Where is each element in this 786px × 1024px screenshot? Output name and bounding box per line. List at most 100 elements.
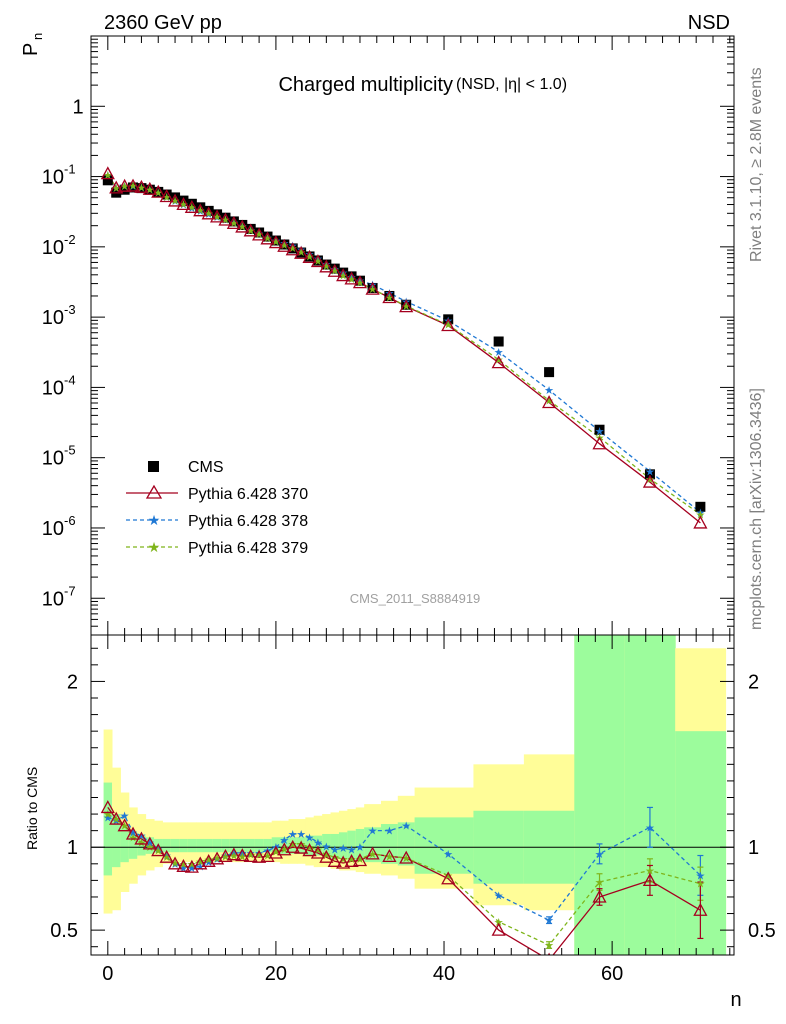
ratio-370-point xyxy=(491,922,506,936)
ratio-379-point: ★ xyxy=(237,851,247,863)
ratio-370-point xyxy=(218,848,233,862)
series-378-point: ★ xyxy=(330,264,340,276)
ratio-379-point: ★ xyxy=(494,917,504,929)
analysis-label: CMS_2011_S8884919 xyxy=(350,591,481,606)
series-379-point: ★ xyxy=(355,278,365,290)
ratio-378-point: ★ xyxy=(103,812,113,824)
ratio-370-point xyxy=(209,851,225,865)
cms-point xyxy=(321,259,332,270)
ratio-379-point: ★ xyxy=(263,851,273,863)
y-axis-title-main: P xyxy=(20,43,42,56)
ratio-370-point xyxy=(226,847,241,861)
ratio-378-point: ★ xyxy=(111,816,121,828)
ratio-378-point: ★ xyxy=(443,849,453,861)
ratio-379-point: ★ xyxy=(136,837,146,849)
chart-title: Charged multiplicity xyxy=(278,74,453,96)
ratio-370-point xyxy=(336,855,351,869)
ratio-378-point: ★ xyxy=(384,826,394,838)
series-370-point xyxy=(142,181,157,195)
series-378-point: ★ xyxy=(187,203,197,215)
ratio-370-point xyxy=(243,848,258,862)
series-378-point: ★ xyxy=(443,316,453,328)
cms-point xyxy=(644,469,655,480)
legend-379-label: Pythia 6.428 379 xyxy=(188,540,308,557)
chart-title-subtitle: (NSD, |η| < 1.0) xyxy=(456,76,567,93)
series-370-point xyxy=(382,290,397,304)
cms-point xyxy=(367,282,378,293)
ratio-370-point xyxy=(344,853,359,867)
cms-point xyxy=(161,189,172,200)
cms-point xyxy=(354,275,365,286)
ratio-378-point: ★ xyxy=(330,845,340,857)
series-379-point: ★ xyxy=(145,185,155,197)
series-370-point xyxy=(642,474,658,488)
cms-point xyxy=(212,209,223,220)
main-panel: 10 -710 -610 -510 -410 -310 -210 -11 ★★★★★★★★★★… xyxy=(42,35,735,636)
x-tick-labels: 0 20 40 60 xyxy=(102,963,623,985)
ratio-379-point: ★ xyxy=(187,859,197,871)
ratio-378-point: ★ xyxy=(288,829,298,841)
series-379-point: ★ xyxy=(296,247,306,259)
series-378-point: ★ xyxy=(695,508,705,520)
main-y-tick-exponent: -7 xyxy=(64,583,76,598)
ratio-379-point: ★ xyxy=(221,851,231,863)
ratio-band-inner xyxy=(128,832,138,859)
cms-point xyxy=(186,198,197,209)
ratio-band-inner xyxy=(322,833,332,858)
ratio-370-point xyxy=(294,840,309,854)
series-378-point: ★ xyxy=(221,215,231,227)
series-378-point: ★ xyxy=(120,181,130,193)
ratio-379-point: ★ xyxy=(544,940,554,952)
ratio-y-tick-label-left: 2 xyxy=(67,671,78,693)
ratio-378-point: ★ xyxy=(544,915,554,927)
series-378-point: ★ xyxy=(321,259,331,271)
series-370-point xyxy=(352,275,368,289)
main-y-tick-exponent: -5 xyxy=(64,443,76,458)
series-370-point xyxy=(399,299,414,313)
series-378-point: ★ xyxy=(136,182,146,194)
series-379-point: ★ xyxy=(170,196,180,208)
ratio-band-inner xyxy=(221,838,231,853)
series-370-point xyxy=(184,199,199,213)
cms-point xyxy=(254,227,265,238)
series-379-point: ★ xyxy=(237,222,247,234)
ratio-378-point: ★ xyxy=(595,849,605,861)
series-378-point: ★ xyxy=(279,238,289,250)
ratio-378-point: ★ xyxy=(296,829,306,841)
ratio-370-point xyxy=(201,853,216,867)
ratio-band-inner xyxy=(254,838,264,853)
series-379-point: ★ xyxy=(288,243,298,255)
series-370-point xyxy=(441,318,456,332)
series-379-point: ★ xyxy=(313,256,323,268)
ratio-band-inner xyxy=(338,832,348,859)
ratio-band-inner xyxy=(204,838,214,853)
series-379-point: ★ xyxy=(544,396,554,408)
ratio-378-point: ★ xyxy=(128,827,138,839)
series-370-point xyxy=(117,178,132,192)
ratio-379-point: ★ xyxy=(195,856,205,868)
x-tick-label: 20 xyxy=(265,963,287,985)
ratio-378-point: ★ xyxy=(338,843,348,855)
series-378-point: ★ xyxy=(246,225,256,237)
ratio-band-inner xyxy=(238,838,247,853)
series-370-point xyxy=(302,249,317,263)
main-y-tick-label: 1 xyxy=(72,96,83,118)
series-378-point: ★ xyxy=(401,296,411,308)
series-378-point: ★ xyxy=(313,254,323,266)
ratio-band-inner xyxy=(162,838,172,853)
main-y-tick-exponent: -6 xyxy=(64,513,76,528)
ratio-379-point: ★ xyxy=(145,842,155,854)
series-370-point xyxy=(693,515,708,529)
series-379-point: ★ xyxy=(338,271,348,283)
ratio-band-inner xyxy=(330,833,340,859)
ratio-band-inner xyxy=(397,822,416,866)
series-370-point xyxy=(125,178,141,192)
series-370-point xyxy=(235,219,250,233)
ratio-379-point: ★ xyxy=(153,846,163,858)
series-379-point: ★ xyxy=(330,266,340,278)
series-378-point: ★ xyxy=(595,426,605,438)
series-378-point: ★ xyxy=(263,232,273,244)
ratio-370-point xyxy=(547,952,551,955)
series-378-point: ★ xyxy=(368,280,378,292)
